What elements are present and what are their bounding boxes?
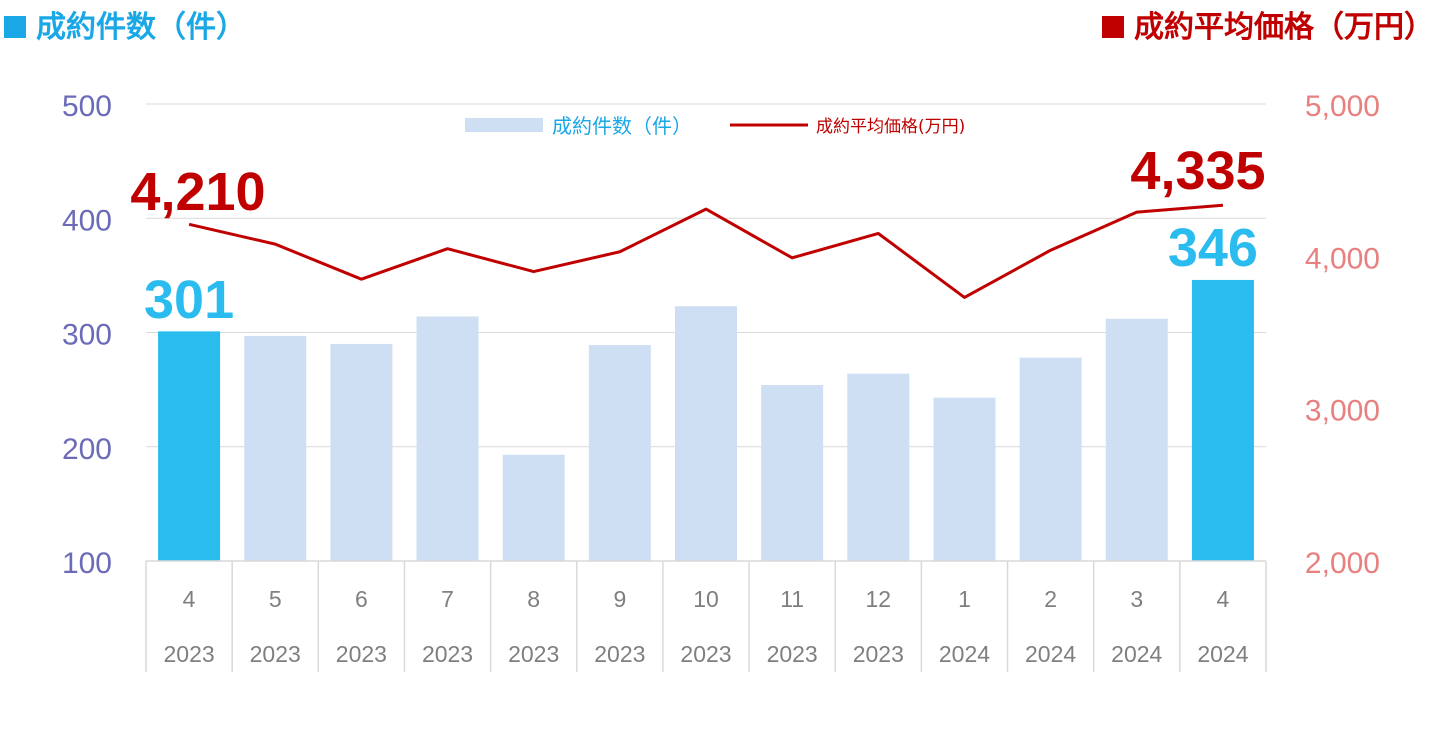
category-year-label: 2023	[250, 641, 301, 667]
bar	[1019, 357, 1082, 561]
category-month-label: 9	[613, 586, 626, 612]
category-year-label: 2024	[1197, 641, 1248, 667]
bar	[1105, 318, 1168, 561]
category-year-label: 2024	[1025, 641, 1076, 667]
category-month-label: 3	[1130, 586, 1143, 612]
line-series-square-icon	[1102, 16, 1124, 38]
price-line	[188, 203, 1224, 299]
category-year-label: 2023	[853, 641, 904, 667]
category-month-label: 8	[527, 586, 540, 612]
left-axis-tick-label: 100	[62, 547, 112, 580]
bar	[244, 335, 307, 561]
line-last-value-label: 4,335	[1130, 141, 1265, 201]
category-month-label: 11	[780, 586, 804, 612]
left-axis-tick-label: 200	[62, 433, 112, 466]
line-first-value-label: 4,210	[130, 162, 265, 222]
bar	[933, 397, 996, 561]
bar	[502, 454, 565, 561]
left-axis-tick-label: 400	[62, 204, 112, 237]
category-year-label: 2024	[939, 641, 990, 667]
legend-line-label: 成約平均価格(万円)	[816, 117, 965, 137]
category-year-label: 2023	[680, 641, 731, 667]
category-year-label: 2023	[163, 641, 214, 667]
legend-bar-swatch	[465, 118, 543, 132]
bar	[1191, 279, 1254, 561]
bar-last-value-label: 346	[1168, 218, 1258, 278]
bar	[847, 373, 910, 561]
category-year-label: 2023	[508, 641, 559, 667]
bar	[675, 306, 737, 561]
bar-series-square-icon	[4, 16, 26, 38]
category-year-label: 2023	[336, 641, 387, 667]
left-axis-tick-label: 300	[62, 319, 112, 352]
left-axis-title: 成約件数（件）	[4, 2, 246, 46]
right-axis-title-text: 成約平均価格（万円）	[1134, 10, 1434, 45]
category-month-label: 1	[958, 586, 971, 612]
bar	[330, 343, 393, 561]
legend-bar-label: 成約件数（件）	[552, 114, 692, 138]
bar	[761, 385, 824, 561]
right-axis-tick-label: 4,000	[1305, 242, 1380, 275]
right-axis-tick-label: 2,000	[1305, 547, 1380, 580]
category-month-label: 6	[355, 586, 368, 612]
left-axis-tick-label: 500	[62, 90, 112, 123]
right-axis-tick-label: 3,000	[1305, 395, 1380, 428]
category-year-label: 2023	[422, 641, 473, 667]
category-year-label: 2023	[767, 641, 818, 667]
bar-first-value-label: 301	[144, 270, 234, 330]
category-month-label: 4	[183, 586, 196, 612]
category-year-label: 2023	[594, 641, 645, 667]
right-axis-title: 成約平均価格（万円）	[1102, 2, 1434, 46]
category-month-label: 2	[1044, 586, 1057, 612]
category-month-label: 7	[441, 586, 454, 612]
category-month-label: 4	[1217, 586, 1230, 612]
category-year-label: 2024	[1111, 641, 1162, 667]
bar	[158, 331, 221, 561]
category-month-label: 12	[866, 586, 892, 612]
category-month-label: 10	[693, 586, 719, 612]
bar	[416, 316, 479, 561]
bar	[588, 345, 651, 561]
left-axis-title-text: 成約件数（件）	[36, 10, 246, 45]
right-axis-tick-label: 5,000	[1305, 90, 1380, 123]
category-month-label: 5	[269, 586, 282, 612]
